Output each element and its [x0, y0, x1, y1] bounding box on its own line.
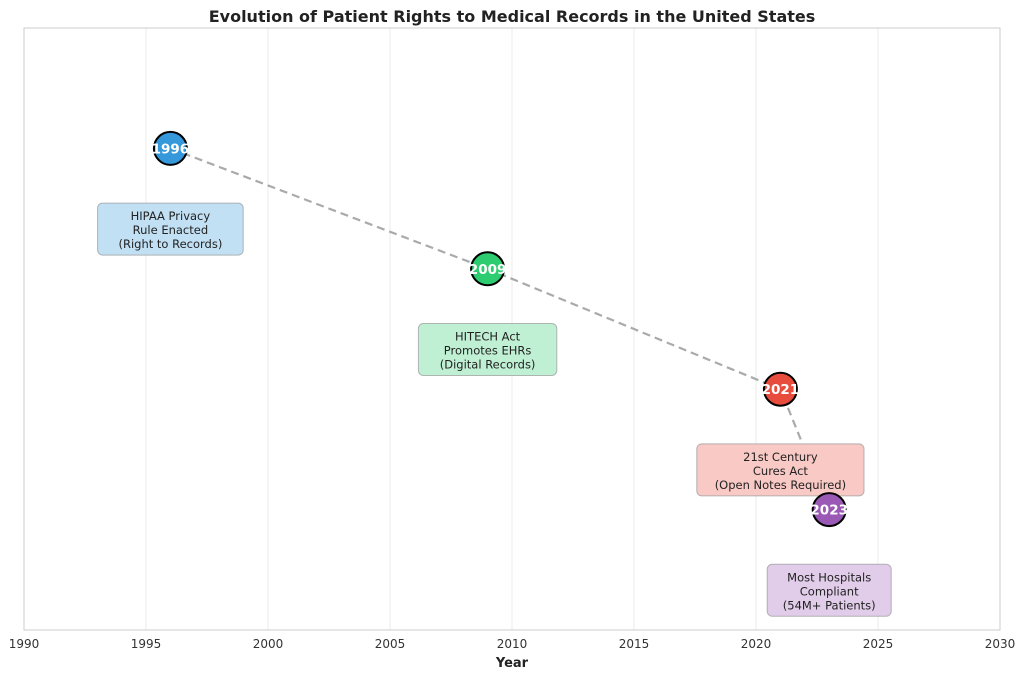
- annotation-text: HIPAA Privacy: [131, 209, 211, 223]
- x-tick-label: 2005: [375, 637, 406, 651]
- points: 1996 2009 2021 2023: [152, 130, 848, 528]
- annotation-text: Compliant: [800, 584, 859, 598]
- event-year-label: 1996: [152, 141, 190, 157]
- x-axis-label: Year: [495, 656, 529, 671]
- x-tick-label: 1990: [9, 637, 40, 651]
- annotation-text: Cures Act: [753, 464, 809, 478]
- x-tick-label: 2010: [497, 637, 528, 651]
- event-marker: [152, 130, 188, 166]
- x-tick-label: 2025: [863, 637, 894, 651]
- event-year-label: 2009: [469, 262, 507, 278]
- x-tick-label: 2020: [741, 637, 772, 651]
- annotation-text: (Open Notes Required): [715, 478, 846, 492]
- chart-title: Evolution of Patient Rights to Medical R…: [209, 7, 816, 26]
- x-tick-label: 2000: [253, 637, 284, 651]
- x-tick-label: 2030: [985, 637, 1016, 651]
- annotation-text: (Right to Records): [118, 237, 222, 251]
- annotation-text: Most Hospitals: [787, 570, 871, 584]
- annotation-text: (54M+ Patients): [783, 598, 876, 612]
- event-year-label: 2021: [762, 382, 800, 398]
- event-year-label: 2023: [810, 503, 848, 519]
- annotation-text: HITECH Act: [455, 329, 521, 343]
- annotation-text: Promotes EHRs: [444, 343, 532, 357]
- x-tick-label: 1995: [131, 637, 162, 651]
- annotation-text: (Digital Records): [440, 357, 536, 371]
- annotation-text: 21st Century: [743, 450, 818, 464]
- event-marker: [762, 371, 798, 407]
- x-tick-label: 2015: [619, 637, 650, 651]
- event-marker: [811, 492, 847, 528]
- x-axis-ticks: 1990 1995 2000 2005 2010 2015 2020 2025 2030: [9, 637, 1016, 651]
- annotation-text: Rule Enacted: [133, 223, 209, 237]
- plot-area: [23, 27, 1001, 631]
- event-marker: [470, 251, 506, 287]
